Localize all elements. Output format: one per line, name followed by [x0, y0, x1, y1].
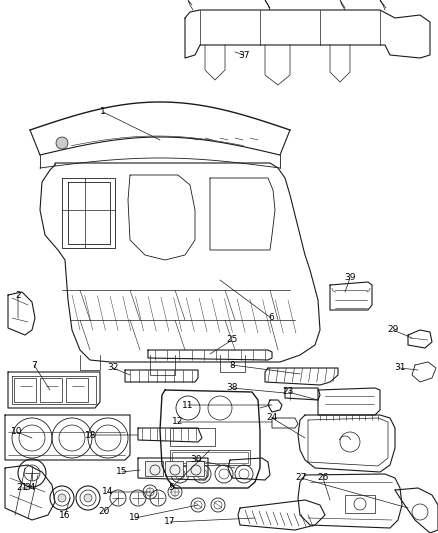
Text: 34: 34 [25, 483, 35, 492]
Text: 29: 29 [387, 326, 399, 335]
Circle shape [58, 494, 66, 502]
Text: 20: 20 [98, 507, 110, 516]
Text: 23: 23 [283, 387, 294, 397]
Bar [170, 450, 250, 465]
Text: 11: 11 [182, 400, 194, 409]
Text: 15: 15 [116, 467, 128, 477]
Bar [345, 495, 375, 513]
Text: 8: 8 [229, 360, 235, 369]
Text: 16: 16 [59, 511, 71, 520]
Text: 26: 26 [317, 473, 328, 482]
Text: 37: 37 [238, 51, 250, 60]
Bar [186, 461, 204, 476]
Text: 25: 25 [226, 335, 238, 344]
Text: 6: 6 [268, 313, 274, 322]
Text: 18: 18 [85, 431, 97, 440]
Text: 19: 19 [129, 513, 141, 522]
Text: 1: 1 [100, 108, 106, 117]
Bar [40, 378, 62, 402]
Text: 31: 31 [394, 364, 406, 373]
Text: 38: 38 [226, 384, 238, 392]
Text: 21: 21 [16, 483, 28, 492]
Text: 17: 17 [164, 518, 176, 527]
Text: 2: 2 [15, 290, 21, 300]
Text: 27: 27 [295, 473, 307, 482]
Bar [165, 461, 183, 476]
Text: 5: 5 [168, 483, 174, 492]
Circle shape [56, 137, 68, 149]
Bar [172, 452, 248, 463]
Text: 7: 7 [31, 360, 37, 369]
Text: 12: 12 [172, 417, 184, 426]
Circle shape [84, 494, 92, 502]
Bar [170, 428, 215, 446]
Text: 30: 30 [190, 456, 202, 464]
Text: 32: 32 [107, 364, 119, 373]
Bar [66, 378, 88, 402]
Text: 39: 39 [344, 273, 356, 282]
Text: 14: 14 [102, 488, 114, 497]
Bar [14, 378, 36, 402]
Text: 10: 10 [11, 427, 23, 437]
Bar [145, 461, 163, 476]
Text: 24: 24 [266, 414, 278, 423]
